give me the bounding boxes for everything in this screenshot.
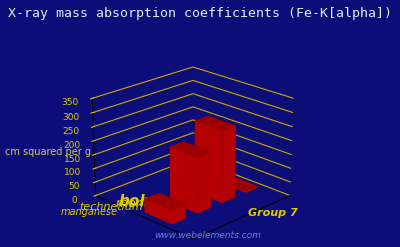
Text: www.webelements.com: www.webelements.com: [154, 231, 262, 240]
Text: X-ray mass absorption coefficients (Fe-K[alpha]): X-ray mass absorption coefficients (Fe-K…: [8, 7, 392, 21]
